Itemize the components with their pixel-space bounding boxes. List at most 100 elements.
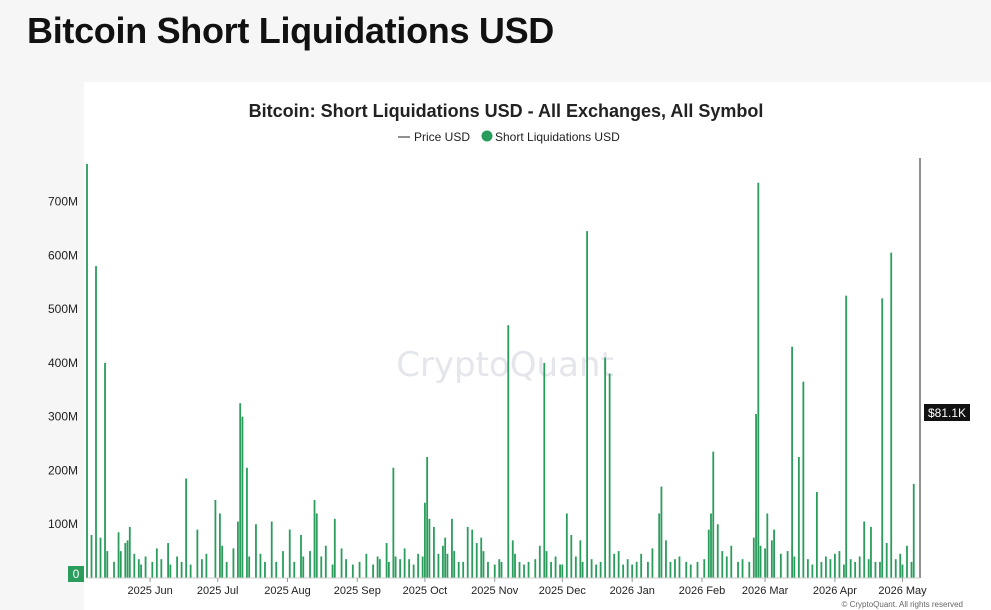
x-tick-label: 2025 Dec	[539, 585, 587, 597]
liquidation-bar	[669, 561, 672, 578]
liquidation-bar	[205, 553, 208, 578]
liquidation-bar	[239, 403, 242, 578]
liquidation-bar	[137, 559, 140, 578]
liquidation-bar	[712, 451, 715, 578]
liquidation-bar	[144, 556, 147, 578]
liquidation-bars	[86, 163, 915, 578]
liquidation-bar	[617, 551, 620, 578]
liquidation-bar	[635, 561, 638, 578]
liquidation-bar	[689, 564, 692, 578]
liquidation-bar	[237, 521, 239, 578]
liquidation-bar	[550, 561, 552, 578]
liquidation-bar	[879, 561, 881, 578]
liquidation-bar	[288, 529, 291, 578]
liquidation-bar	[331, 564, 334, 578]
liquidation-bar	[570, 534, 573, 578]
liquidation-bar	[647, 561, 649, 578]
liquidation-bar	[385, 543, 388, 578]
liquidation-bar	[511, 540, 514, 578]
liquidation-bar	[658, 513, 661, 578]
liquidation-bar	[90, 534, 93, 578]
liquidation-bar	[345, 559, 347, 578]
liquidation-bar	[117, 532, 120, 578]
liquidation-bar	[160, 559, 163, 578]
liquidation-bar	[716, 524, 719, 578]
x-tick-label: 2026 Jan	[610, 585, 655, 597]
liquidation-bar	[764, 548, 766, 578]
liquidation-bar	[874, 561, 877, 578]
chart-title: Bitcoin: Short Liquidations USD - All Ex…	[249, 101, 764, 121]
liquidation-bar	[333, 518, 336, 578]
x-tick-label: 2025 Sep	[334, 585, 381, 597]
liquidation-bar	[133, 553, 136, 578]
liquidation-bar	[176, 556, 179, 578]
liquidation-bar	[845, 295, 848, 578]
liquidation-bar	[710, 513, 712, 578]
y-left-tick-label: 300M	[48, 410, 78, 424]
liquidation-bar	[755, 413, 757, 578]
chart-card	[84, 82, 991, 610]
liquidation-bar	[561, 564, 564, 578]
liquidation-bar	[748, 561, 751, 578]
y-left-tick-label: 0	[73, 567, 80, 581]
liquidation-bar	[180, 561, 183, 578]
liquidation-bar	[590, 559, 593, 578]
liquidation-bar	[313, 500, 316, 578]
liquidation-bar	[340, 548, 343, 578]
x-tick-label: 2025 Nov	[471, 585, 519, 597]
liquidation-bar	[858, 556, 861, 578]
liquidation-bar	[151, 561, 154, 578]
liquidation-bar	[757, 182, 760, 578]
y-left-tick-label: 400M	[48, 356, 78, 370]
liquidation-bar	[232, 548, 235, 578]
liquidation-bar	[387, 561, 390, 578]
liquidation-bar	[523, 564, 525, 578]
liquidation-bar	[493, 564, 496, 578]
liquidation-bar	[155, 548, 158, 578]
page-title: Bitcoin Short Liquidations USD	[27, 10, 554, 51]
liquidation-bar	[457, 561, 460, 578]
liquidation-bar	[518, 561, 521, 578]
liquidation-bar	[554, 556, 557, 578]
x-tick-label: 2025 Jul	[197, 585, 239, 597]
x-tick-label: 2026 Mar	[742, 585, 789, 597]
liquidation-bar	[399, 559, 402, 578]
liquidation-bar	[140, 564, 142, 578]
liquidation-bar	[527, 561, 530, 578]
y-left-tick-label: 500M	[48, 302, 78, 316]
legend-price-label[interactable]: Price USD	[414, 130, 470, 144]
liquidation-bar	[651, 548, 654, 578]
liquidation-bar	[791, 346, 793, 578]
liquidation-bar	[169, 564, 172, 578]
liquidation-bar	[248, 556, 251, 578]
liquidation-bar	[543, 362, 546, 578]
liquidation-bar	[912, 483, 915, 578]
liquidation-bar	[424, 502, 426, 578]
liquidation-bar	[372, 564, 374, 578]
liquidation-bar	[444, 537, 447, 578]
liquidation-bar	[899, 553, 902, 578]
liquidation-bar	[815, 491, 818, 578]
liquidation-bar	[394, 556, 397, 578]
liquidation-bar	[631, 564, 634, 578]
liquidation-bar	[752, 537, 755, 578]
liquidation-bar	[534, 559, 537, 578]
liquidation-bar	[365, 553, 368, 578]
x-tick-label: 2025 Oct	[403, 585, 448, 597]
liquidation-bar	[421, 556, 424, 578]
liquidation-bar	[442, 545, 444, 578]
watermark: CryptoQuant	[396, 345, 614, 385]
liquidation-bar	[885, 543, 888, 578]
liquidation-bar	[480, 537, 483, 578]
liquidation-bar	[412, 564, 415, 578]
liquidation-bar	[565, 513, 568, 578]
legend-liquidations-label[interactable]: Short Liquidations USD	[495, 130, 620, 144]
legend: Price USD Short Liquidations USD	[398, 130, 620, 144]
liquidation-bar	[707, 529, 710, 578]
liquidation-bar	[773, 529, 775, 578]
x-tick-label: 2026 Apr	[813, 585, 857, 597]
liquidation-bar	[324, 545, 327, 578]
liquidation-bar	[113, 561, 115, 578]
liquidation-bar	[358, 561, 361, 578]
liquidation-bar	[538, 545, 541, 578]
